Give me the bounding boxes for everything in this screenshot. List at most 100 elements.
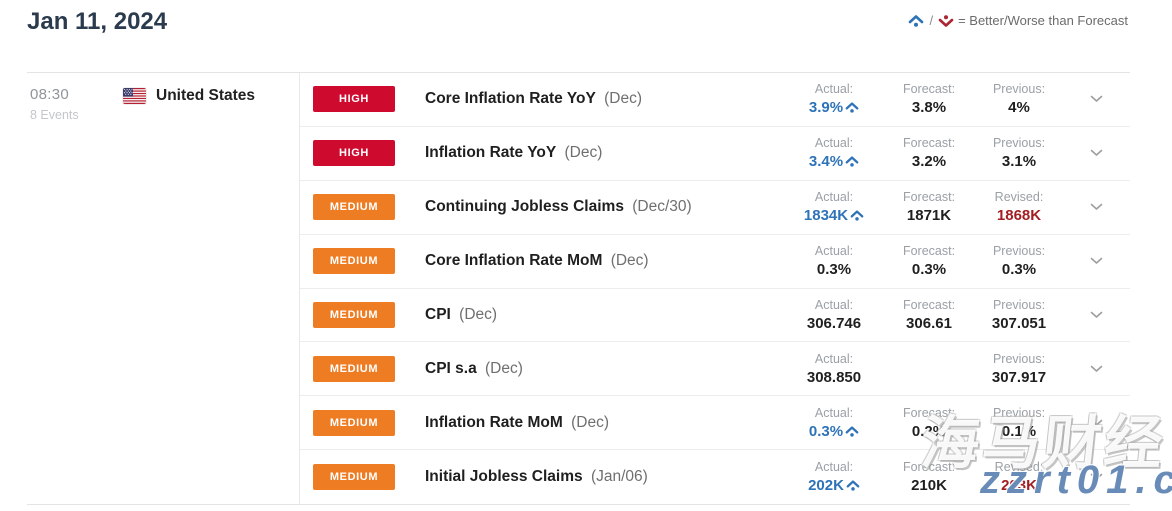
actual-label: Actual: [814,190,854,205]
value-columns: Actual: 3.4% Forecast: 3.2% Previous: 3.… [786,136,1062,170]
forecast-column: Forecast: 3.2% [882,136,976,170]
events-table: 08:30 8 Events [27,72,1130,505]
expand-row-button[interactable] [1062,203,1130,211]
expand-row-button[interactable] [1062,257,1130,265]
forecast-value: 1871K [906,207,952,225]
forecast-value: 3.2% [911,153,947,171]
event-name: Core Inflation Rate MoM [425,252,603,270]
expand-row-button[interactable] [1062,419,1130,427]
legend: / = Better/Worse than Forecast [908,13,1128,28]
importance-badge: HIGH [313,140,395,167]
value-columns: Actual: 202K Forecast: 210K Revised: 203… [786,460,1062,494]
expand-row-button[interactable] [1062,365,1130,373]
value-columns: Actual: 1834K Forecast: 1871K Revised: 1… [786,190,1062,224]
previous-column: Revised: 1868K [976,190,1062,224]
previous-column: Previous: 0.1% [976,406,1062,440]
country-name: United States [156,87,256,104]
expand-row-button[interactable] [1062,149,1130,157]
forecast-label: Forecast: [902,405,956,420]
actual-value: 202K [786,477,882,494]
event-row[interactable]: MEDIUM Initial Jobless Claims (Jan/06) A… [300,450,1130,504]
forecast-value: 306.61 [906,314,952,332]
event-title: CPI s.a (Dec) [425,360,523,378]
events-count: 8 Events [30,108,79,122]
forecast-label: Forecast: [902,460,956,475]
actual-column: Actual: 306.746 [786,298,882,332]
event-title: Continuing Jobless Claims (Dec/30) [425,198,692,216]
importance-badge: HIGH [313,86,395,113]
actual-value: 308.850 [806,368,862,386]
forecast-column: Forecast: 0.3% [882,244,976,278]
forecast-column: Forecast: 210K [882,460,976,494]
better-icon [845,155,859,168]
previous-value: 0.1% [1001,422,1037,440]
event-row[interactable]: MEDIUM Core Inflation Rate MoM (Dec) Act… [300,235,1130,289]
actual-column: Actual: 202K [786,460,882,494]
forecast-value: 0.2% [911,422,947,440]
forecast-value: 0.3% [911,261,947,279]
event-period: (Jan/06) [590,468,648,486]
value-columns: Actual: 306.746 Forecast: 306.61 Previou… [786,298,1062,332]
forecast-label: Forecast: [902,190,956,205]
importance-badge: MEDIUM [313,301,395,328]
actual-value: 1834K [786,207,882,224]
previous-value: 203K [1001,477,1037,495]
forecast-column: Forecast: 0.2% [882,406,976,440]
previous-value: 4% [1008,99,1030,117]
previous-value: 0.3% [1001,261,1037,279]
better-icon [845,101,859,114]
event-period: (Dec) [459,305,498,323]
previous-label: Previous: [992,297,1046,312]
event-title: Inflation Rate MoM (Dec) [425,414,609,432]
previous-value: 307.051 [991,314,1047,332]
importance-badge: MEDIUM [313,248,395,275]
importance-badge: MEDIUM [313,409,395,436]
expand-row-button[interactable] [1062,95,1130,103]
event-row[interactable]: HIGH Core Inflation Rate YoY (Dec) Actua… [300,73,1130,127]
country[interactable]: United States [123,84,255,105]
forecast-value: 3.8% [911,99,947,117]
event-period: (Dec) [604,90,643,108]
event-row[interactable]: MEDIUM Inflation Rate MoM (Dec) Actual: … [300,396,1130,451]
forecast-label: Forecast: [902,136,956,151]
previous-value: 1868K [996,207,1042,225]
event-row[interactable]: MEDIUM CPI (Dec) Actual: 306.746 Forecas… [300,289,1130,343]
time-block: 08:30 8 Events [30,84,123,122]
event-name: CPI [425,305,451,323]
value-columns: Actual: 3.9% Forecast: 3.8% Previous: 4% [786,82,1062,116]
forecast-column: Forecast: 306.61 [882,298,976,332]
forecast-value: 210K [911,477,947,495]
previous-label: Previous: [992,82,1046,97]
event-period: (Dec/30) [632,198,692,216]
value-columns: Actual: 308.850 Previous: 307.917 [786,352,1062,386]
previous-column: Previous: 307.917 [976,352,1062,386]
forecast-label: Forecast: [902,297,956,312]
actual-value: 0.3% [786,423,882,440]
better-icon [845,425,859,438]
previous-label: Revised: [994,190,1044,205]
actual-column: Actual: 0.3% [786,406,882,440]
event-title: Core Inflation Rate YoY (Dec) [425,90,642,108]
actual-label: Actual: [814,244,854,259]
actual-label: Actual: [814,82,854,97]
event-title: Core Inflation Rate MoM (Dec) [425,252,649,270]
importance-badge: MEDIUM [313,464,395,491]
forecast-column [882,367,976,370]
expand-row-button[interactable] [1062,311,1130,319]
event-row[interactable]: MEDIUM CPI s.a (Dec) Actual: 308.850 [300,342,1130,397]
previous-column: Previous: 0.3% [976,244,1062,278]
previous-label: Previous: [992,405,1046,420]
legend-text: = Better/Worse than Forecast [958,13,1128,28]
actual-value: 0.3% [816,261,852,279]
actual-label: Actual: [814,297,854,312]
previous-value: 3.1% [1001,153,1037,171]
event-row[interactable]: HIGH Inflation Rate YoY (Dec) Actual: 3.… [300,127,1130,181]
event-row[interactable]: MEDIUM Continuing Jobless Claims (Dec/30… [300,181,1130,235]
expand-row-button[interactable] [1062,473,1130,481]
actual-label: Actual: [814,351,854,366]
better-icon [846,479,860,492]
event-name: Inflation Rate YoY [425,144,557,162]
actual-column: Actual: 1834K [786,190,882,224]
previous-column: Previous: 3.1% [976,136,1062,170]
